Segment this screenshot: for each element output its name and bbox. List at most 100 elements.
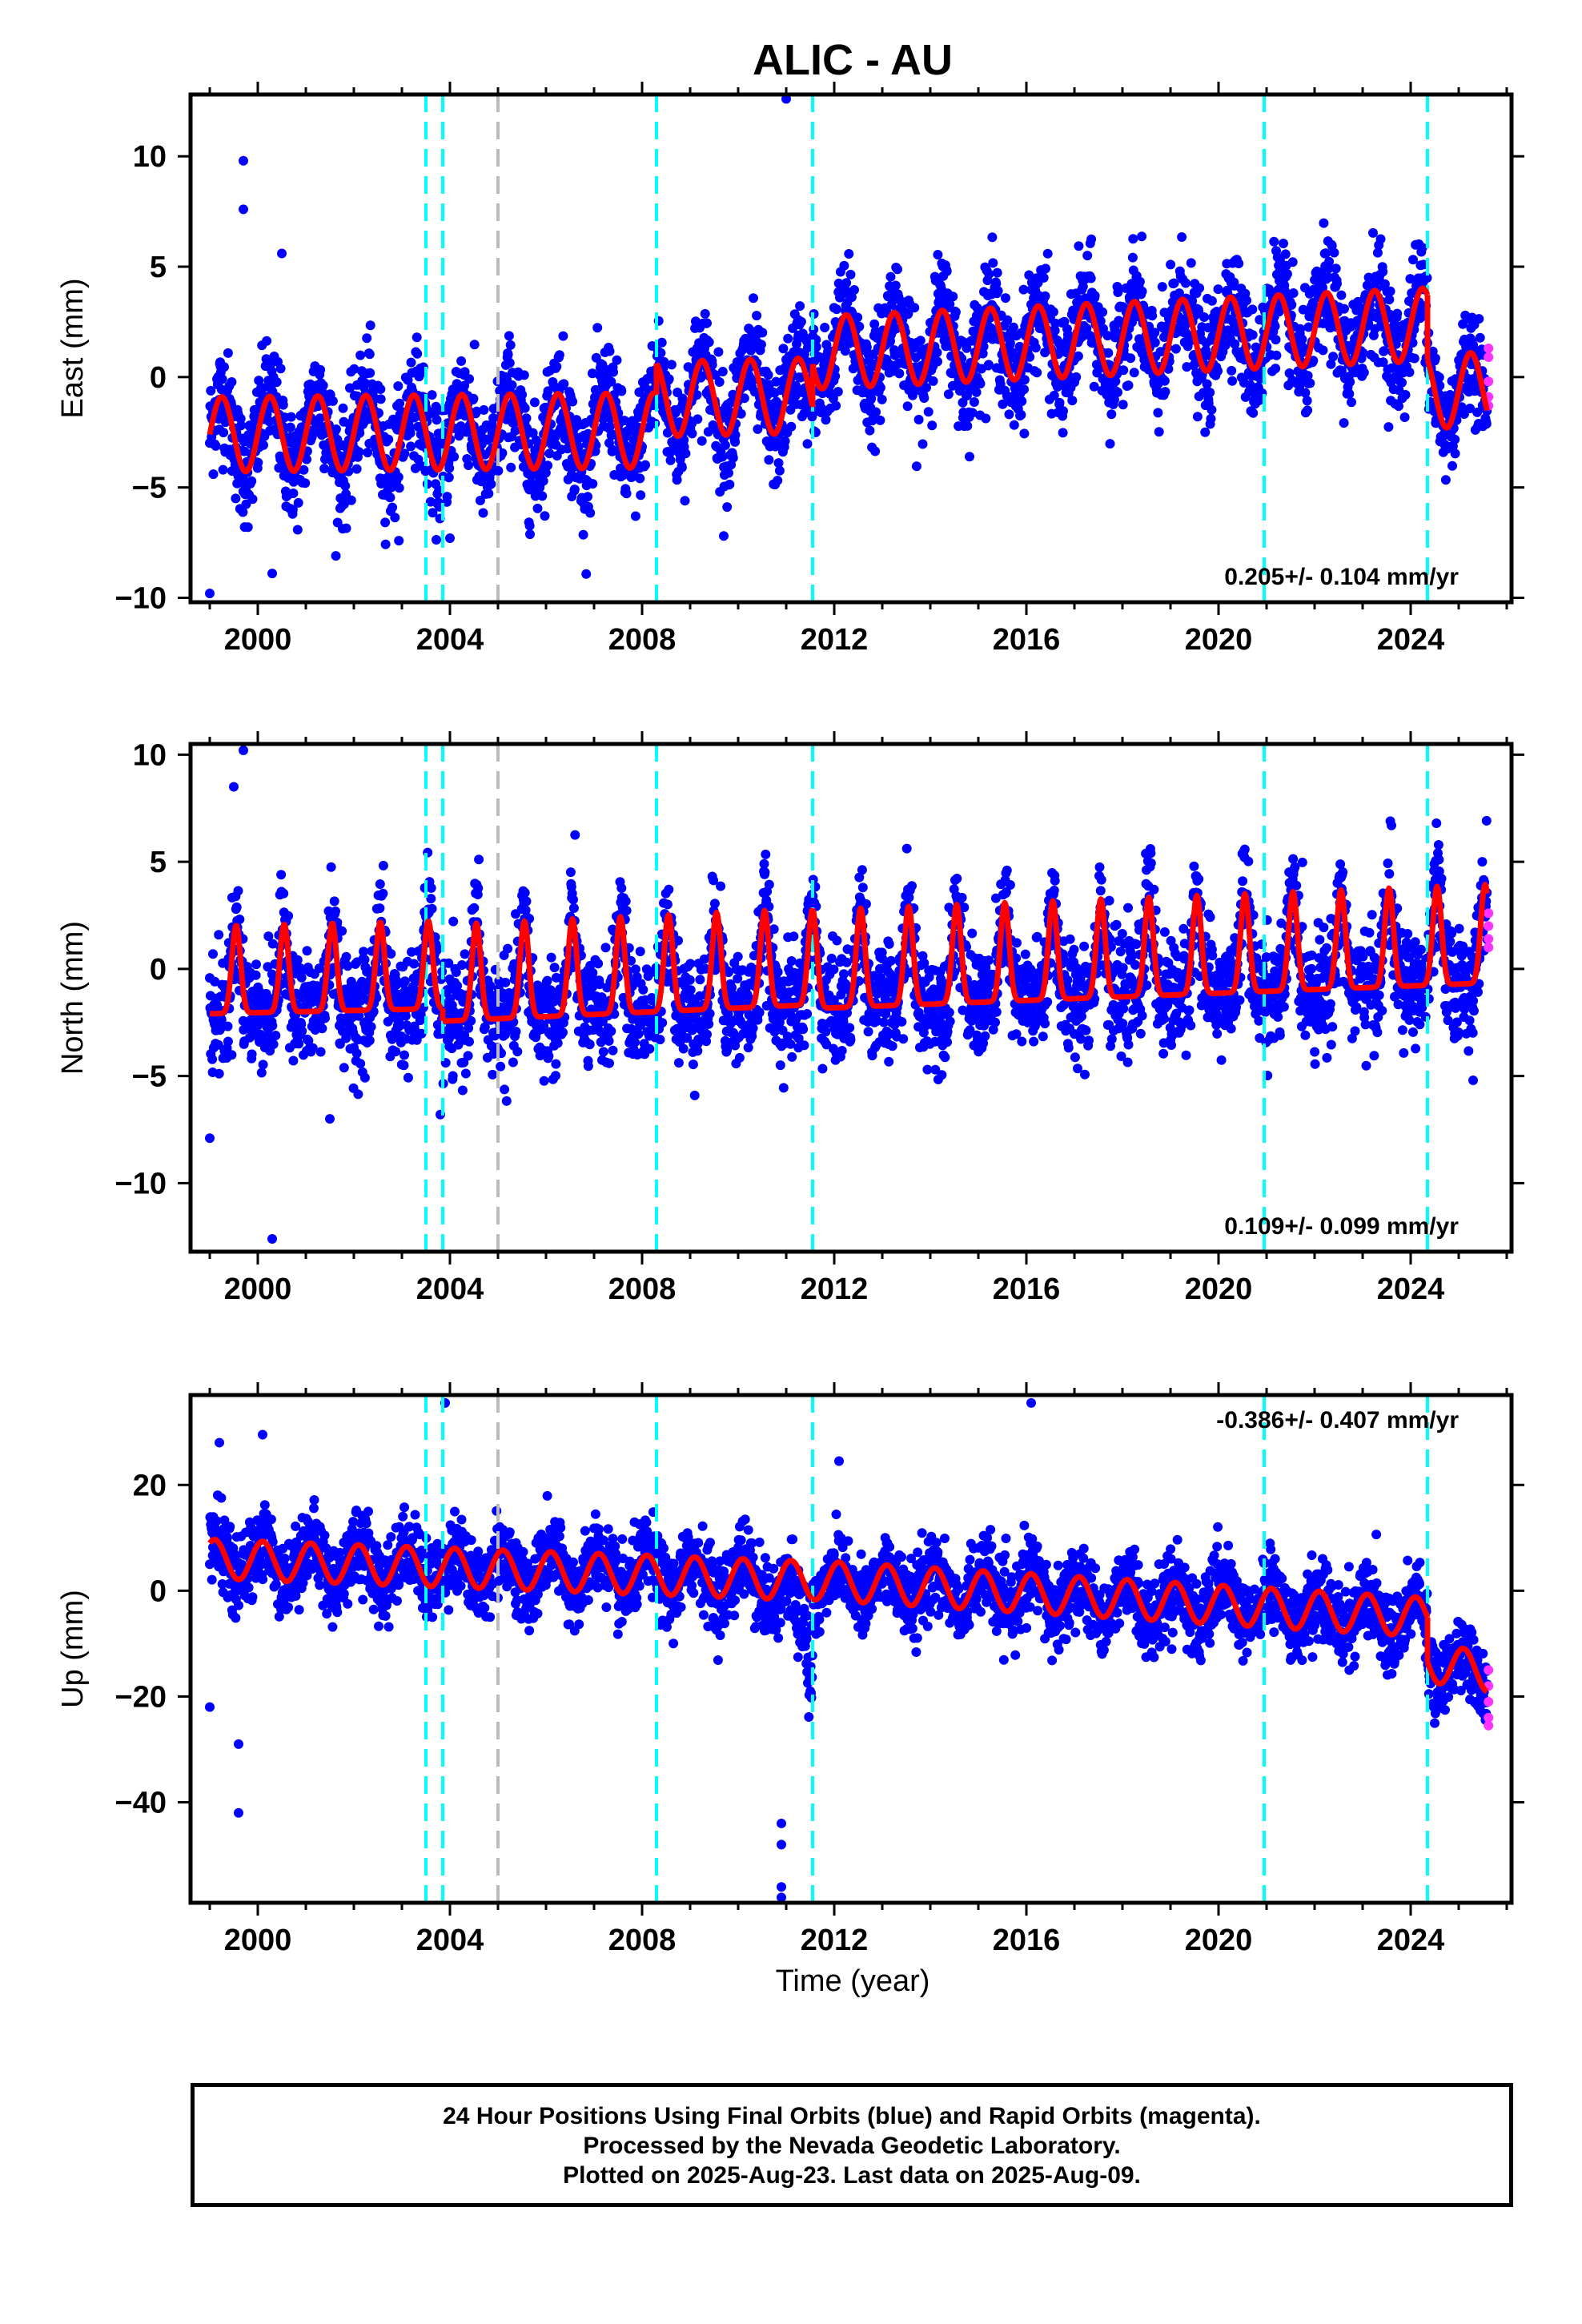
data-point [500,1084,510,1095]
data-point [1271,350,1282,360]
data-point [413,454,424,464]
data-point [338,403,348,413]
data-point [1383,422,1394,432]
data-point [630,511,640,521]
x-tick-label: 2016 [993,623,1061,657]
data-point [1200,427,1211,437]
data-point [890,280,901,291]
data-point [757,328,768,338]
data-point [1358,348,1368,358]
data-point [604,421,615,432]
data-point [830,371,841,381]
data-point [764,455,774,465]
data-point [551,1059,561,1069]
data-point [460,367,470,377]
data-point [839,260,849,271]
data-point [1050,325,1060,336]
data-point [984,269,994,279]
data-point [251,970,261,980]
data-point [1019,384,1029,395]
data-point [1295,324,1306,334]
data-point [267,1020,278,1031]
data-point [1038,272,1049,283]
data-point [1205,388,1215,398]
data-point [748,376,758,386]
y-tick-label: 5 [150,251,167,284]
data-point [386,949,396,959]
data-point [331,551,341,561]
data-point [700,308,710,319]
data-point [375,903,385,914]
data-point [1147,311,1158,321]
data-point [894,368,905,379]
data-point [400,1011,411,1021]
data-point [1025,352,1035,362]
data-point [978,348,988,359]
rapid-point [1484,352,1494,363]
data-point [351,1048,362,1059]
data-point [1269,236,1279,247]
data-point [540,511,550,521]
data-point [223,348,233,358]
data-point [1329,247,1339,258]
data-point [630,964,640,975]
data-point [1074,241,1084,251]
data-point [1155,347,1166,357]
data-point [1323,263,1334,274]
data-point [520,905,531,915]
data-point [537,491,548,501]
data-point [488,1069,498,1080]
data-point [329,896,339,907]
data-point [739,393,749,404]
data-point [902,401,913,412]
data-point [302,946,312,956]
data-point [828,393,838,404]
data-point [656,348,666,358]
data-point [1109,395,1119,405]
data-point [1199,312,1209,322]
data-point [592,323,603,333]
data-point [554,350,564,360]
data-point [933,356,942,367]
data-point [400,1050,409,1060]
data-point [780,436,790,446]
data-point [1019,375,1030,385]
data-point [1098,324,1108,334]
data-point [913,415,924,424]
data-point [1242,296,1252,306]
outlier-point [205,588,215,598]
x-tick-label: 2008 [608,623,677,657]
plot-area-north [205,744,1494,1252]
data-point [702,318,712,328]
data-point [657,1018,668,1028]
data-point [927,420,938,431]
data-point [456,421,466,432]
outlier-point [267,569,277,579]
data-point [416,1028,427,1039]
data-point [1378,357,1388,368]
data-point [1134,276,1145,287]
data-point [387,502,398,513]
outlier-point [445,533,455,544]
data-point [568,396,578,407]
data-point [479,404,489,415]
data-point [1339,418,1349,428]
data-point [967,408,978,418]
data-point [380,539,391,549]
data-point [1326,359,1336,369]
data-point [1206,413,1216,424]
data-point [1086,234,1097,244]
data-point [1213,284,1223,295]
data-point [227,1050,237,1060]
data-point [1394,401,1403,412]
data-point [1090,291,1100,301]
data-point [1086,273,1096,283]
data-point [604,1058,614,1068]
data-point [508,1057,518,1068]
data-point [425,497,436,507]
data-point [802,439,813,449]
model-fit-line [207,390,659,475]
data-point [921,383,931,392]
data-point [1399,412,1410,422]
data-point [854,321,865,332]
